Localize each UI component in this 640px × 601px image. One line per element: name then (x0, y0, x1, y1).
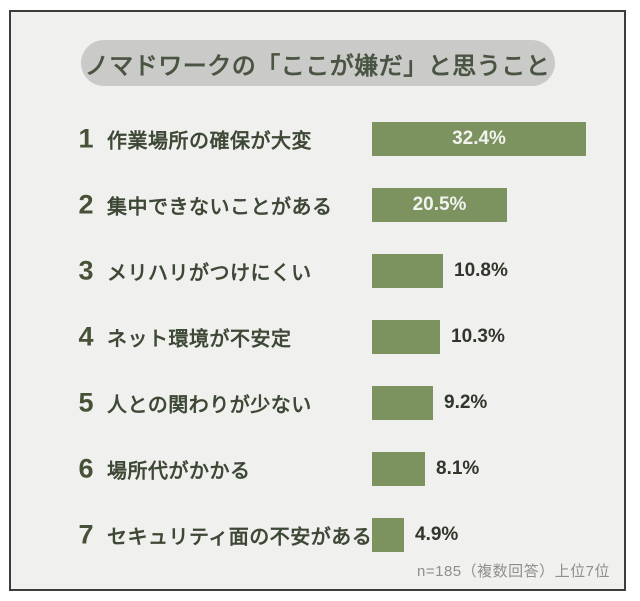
bar-row: 5 人との関わりが少ない 9.2% (11, 370, 624, 436)
category-label: 作業場所の確保が大変 (107, 130, 312, 153)
rank-number: 1 (78, 123, 94, 154)
rank-number: 5 (78, 387, 94, 418)
category-label: 集中できないことがある (107, 196, 333, 219)
category-label: セキュリティ面の不安がある (107, 526, 373, 549)
category-label: 場所代がかかる (107, 460, 251, 483)
chart-title: ノマドワークの「ここが嫌だ」と思うこと (84, 52, 551, 80)
bar-value-label: 9.2% (444, 392, 488, 413)
bar: 20.5% (372, 188, 507, 222)
rank-number: 6 (78, 453, 94, 484)
footnote: n=185（複数回答）上位7位 (417, 563, 610, 580)
chart-panel: ノマドワークの「ここが嫌だ」と思うこと 1 作業場所の確保が大変 32.4% 2… (9, 10, 626, 591)
bar-value-label: 4.9% (415, 524, 459, 545)
rank-number: 2 (78, 189, 94, 220)
bar-value-label: 8.1% (436, 458, 480, 479)
bar: 32.4% (372, 122, 586, 156)
category-label: メリハリがつけにくい (107, 262, 312, 285)
bar (372, 386, 433, 420)
bar-value-label: 20.5% (412, 194, 467, 215)
bar-value-label: 32.4% (452, 128, 506, 149)
chart-title-pill: ノマドワークの「ここが嫌だ」と思うこと (80, 40, 555, 86)
rank-number: 7 (78, 519, 94, 550)
bar-row: 7 セキュリティ面の不安がある 4.9% (11, 502, 624, 568)
rank-number: 4 (78, 321, 94, 352)
bar (372, 254, 443, 288)
bar (372, 518, 404, 552)
category-label: 人との関わりが少ない (107, 394, 312, 417)
bar-row: 3 メリハリがつけにくい 10.8% (11, 238, 624, 304)
bar (372, 452, 425, 486)
rank-number: 3 (78, 255, 94, 286)
bar-row: 2 集中できないことがある 20.5% (11, 172, 624, 238)
bar-value-label: 10.8% (454, 260, 508, 281)
bar (372, 320, 440, 354)
category-label: ネット環境が不安定 (107, 328, 292, 351)
bar-row: 4 ネット環境が不安定 10.3% (11, 304, 624, 370)
bar-value-label: 10.3% (451, 326, 505, 347)
bar-rows-container: 1 作業場所の確保が大変 32.4% 2 集中できないことがある 20.5% 3… (11, 106, 624, 568)
bar-row: 1 作業場所の確保が大変 32.4% (11, 106, 624, 172)
bar-row: 6 場所代がかかる 8.1% (11, 436, 624, 502)
